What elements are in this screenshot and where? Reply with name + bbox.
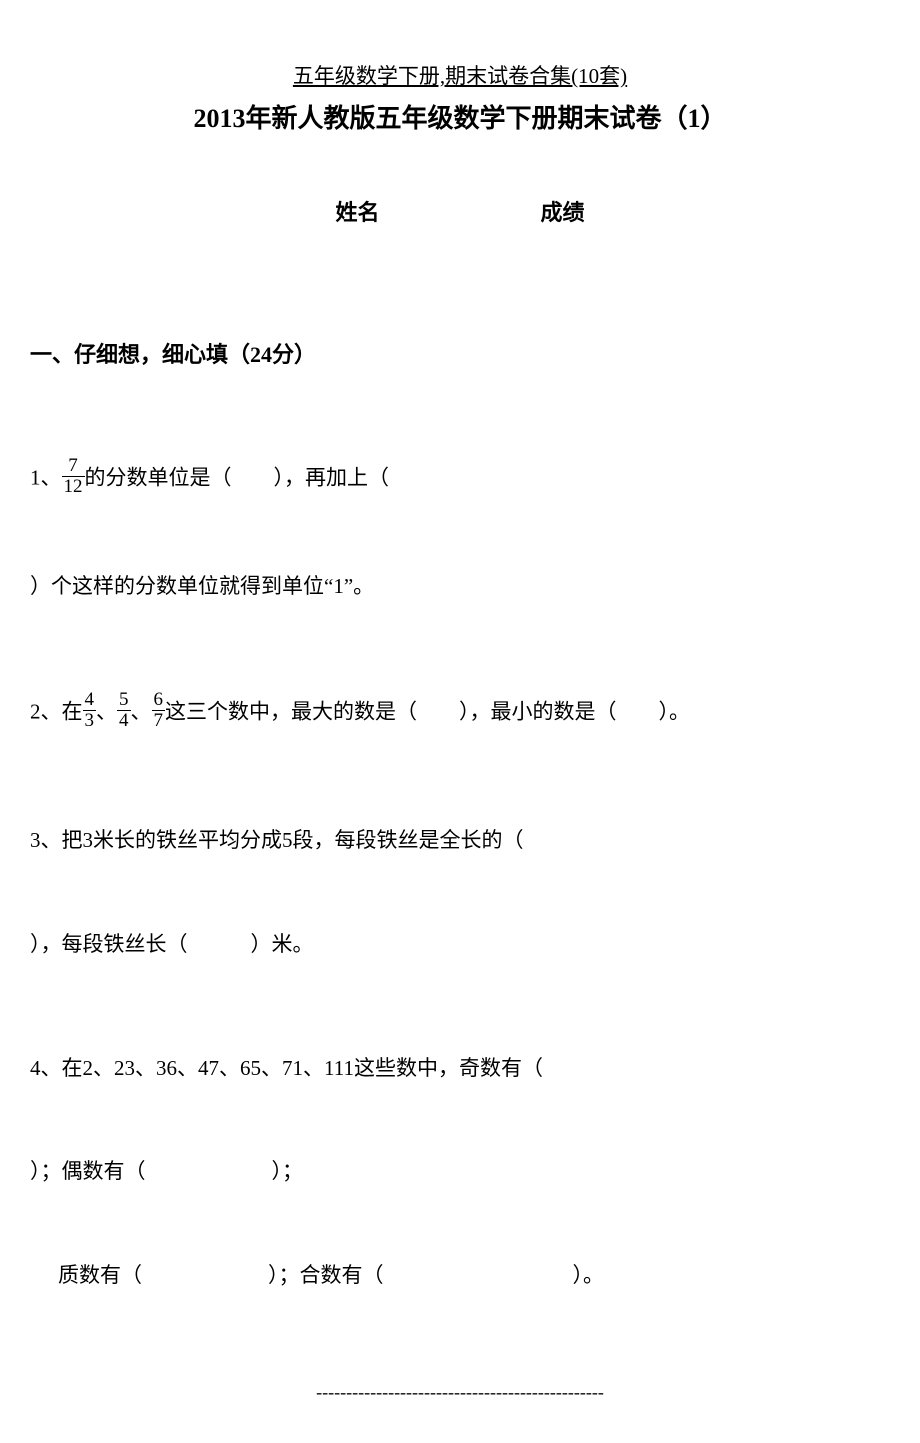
- fraction-7-12: 712: [62, 456, 85, 497]
- footer-dashes: ----------------------------------------…: [30, 1382, 890, 1403]
- frac-num: 6: [152, 690, 166, 711]
- q1-prefix: 1、: [30, 465, 62, 489]
- frac-den: 7: [152, 711, 166, 731]
- sep: 、: [131, 700, 152, 724]
- frac-den: 12: [62, 477, 85, 497]
- fraction-6-7: 67: [152, 690, 166, 731]
- question-2: 2、在43、54、67这三个数中，最大的数是（ ），最小的数是（ ）。: [30, 693, 890, 734]
- q2-prefix: 2、在: [30, 700, 83, 724]
- question-4: 4、在2、23、36、47、65、71、111这些数中，奇数有（ ）；偶数有（ …: [30, 1052, 890, 1293]
- exam-page: 五年级数学下册,期末试卷合集(10套) 2013年新人教版五年级数学下册期末试卷…: [0, 0, 920, 1443]
- sep: 、: [96, 700, 117, 724]
- header-link: 五年级数学下册,期末试卷合集(10套): [30, 60, 890, 90]
- q2-tail: 这三个数中，最大的数是（ ），最小的数是（ ）。: [165, 700, 690, 724]
- question-1-line-1: 1、712的分数单位是（ ），再加上（: [30, 459, 890, 500]
- frac-den: 3: [83, 711, 97, 731]
- frac-den: 4: [117, 711, 131, 731]
- frac-num: 4: [83, 690, 97, 711]
- question-4-line-3: 质数有（ ）；合数有（ ）。: [30, 1259, 890, 1293]
- q1-part1: 的分数单位是（ ），再加上（: [85, 465, 390, 489]
- fraction-4-3: 43: [83, 690, 97, 731]
- fraction-5-4: 54: [117, 690, 131, 731]
- name-label: 姓名: [335, 200, 379, 225]
- question-3: 3、把3米长的铁丝平均分成5段，每段铁丝是全长的（ ），每段铁丝长（ ）米。: [30, 824, 890, 961]
- question-4-line-2: ）；偶数有（ ）；: [30, 1155, 890, 1189]
- exam-title: 2013年新人教版五年级数学下册期末试卷（1）: [30, 98, 890, 135]
- frac-num: 7: [62, 456, 85, 477]
- question-3-line-2: ），每段铁丝长（ ）米。: [30, 928, 890, 962]
- score-label: 成绩: [541, 200, 585, 225]
- section-1-header: 一、仔细想，细心填（24分）: [30, 337, 890, 369]
- question-1-line-2: ）个这样的分数单位就得到单位“1”。: [30, 570, 890, 604]
- question-3-line-1: 3、把3米长的铁丝平均分成5段，每段铁丝是全长的（: [30, 824, 890, 858]
- frac-num: 5: [117, 690, 131, 711]
- question-1: 1、712的分数单位是（ ），再加上（ ）个这样的分数单位就得到单位“1”。: [30, 459, 890, 603]
- question-2-line: 2、在43、54、67这三个数中，最大的数是（ ），最小的数是（ ）。: [30, 693, 890, 734]
- question-4-line-1: 4、在2、23、36、47、65、71、111这些数中，奇数有（: [30, 1052, 890, 1086]
- name-score-row: 姓名 成绩: [30, 195, 890, 227]
